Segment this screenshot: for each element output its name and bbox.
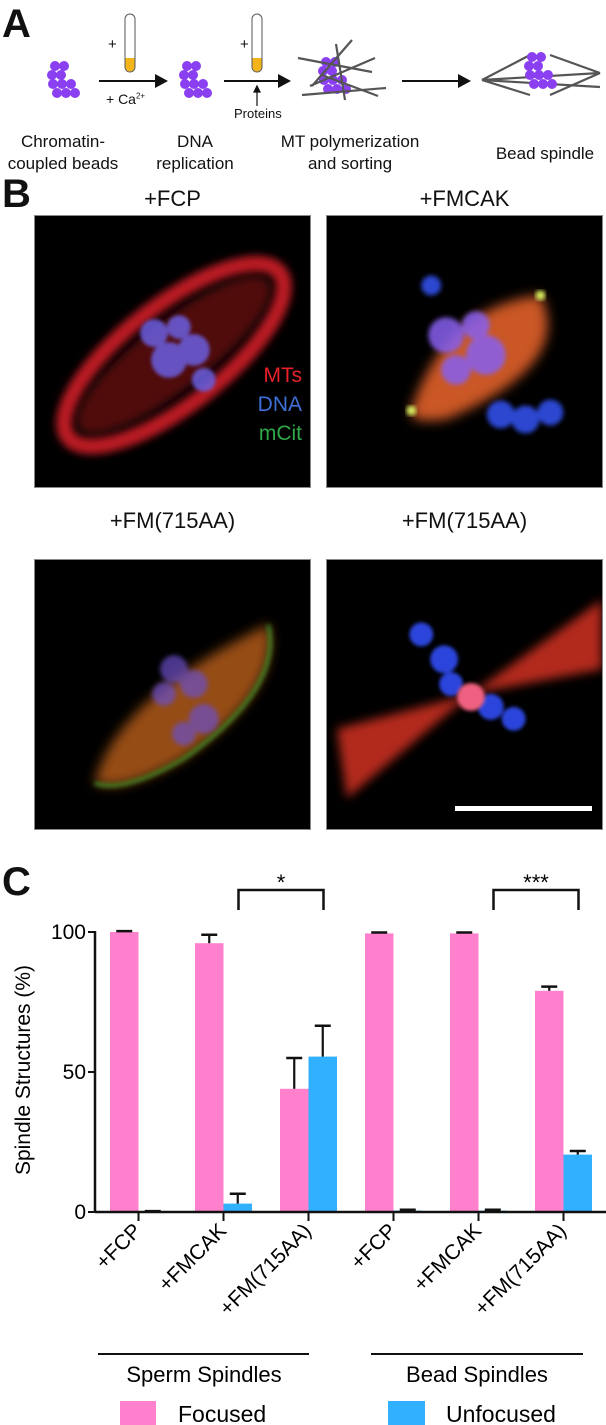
image-title-fm715aa-sperm: +FM(715AA) <box>109 508 236 533</box>
bar-focused-1 <box>195 943 224 1212</box>
legend-label-unfocused: Unfocused <box>446 1401 556 1425</box>
step-label-mt-polymerization: MT polymerization and sorting <box>280 132 420 173</box>
micrograph-fcp <box>34 215 311 488</box>
x-tick-label: +FM(715AA) <box>215 1219 316 1320</box>
bar-unfocused-1 <box>223 1203 252 1212</box>
image-title-fm715aa-bead: +FM(715AA) <box>401 508 528 533</box>
step-label-dna-replication: DNA replication <box>156 132 234 173</box>
calcium-text: + Ca <box>106 91 136 107</box>
y-axis-label: Spindle Structures (%) <box>12 965 35 1175</box>
channel-legend-mcit: mCit <box>258 422 302 445</box>
bar-focused-4 <box>450 933 479 1212</box>
plus-sign-1: + <box>108 36 117 53</box>
significance-bracket-1 <box>492 888 580 910</box>
significance-label-0: * <box>277 870 286 895</box>
legend-swatch-focused <box>120 1401 156 1425</box>
bar-focused-2 <box>280 1088 309 1212</box>
chromatin-beads-icon <box>47 61 80 98</box>
panel-b-letter: B <box>2 172 31 216</box>
x-tick-label: +FCP <box>91 1219 146 1274</box>
significance-label-1: *** <box>523 870 549 895</box>
bar-chart: * *** Spindle Structures (%) 0 50 100 +FC… <box>12 870 606 1425</box>
step-label-chromatin-beads: Chromatin-coupled beads <box>7 132 119 173</box>
micrograph-fm715aa-sperm <box>34 559 311 830</box>
group-label-bead: Bead Spindles <box>406 1362 548 1387</box>
bead-spindle-icon <box>481 52 601 97</box>
panel-a-letter: A <box>2 2 31 46</box>
calcium-label: + Ca2+ <box>106 91 145 107</box>
x-tick-label: +FMCAK <box>154 1219 231 1296</box>
step-label-bead-spindle: Bead spindle <box>495 144 595 163</box>
significance-bracket-0 <box>237 888 325 910</box>
x-tick-label: +FMCAK <box>409 1219 486 1296</box>
channel-legend-mts: MTs <box>263 364 303 387</box>
legend-swatch-unfocused <box>388 1401 425 1425</box>
proteins-label: Proteins <box>234 106 282 121</box>
channel-legend-dna: DNA <box>257 393 302 416</box>
test-tube-icon <box>124 13 136 73</box>
workflow-schematic <box>47 13 601 106</box>
y-tick-label-50: 50 <box>63 1061 86 1084</box>
image-title-fcp: +FCP <box>144 186 201 211</box>
bar-focused-3 <box>365 933 394 1212</box>
mt-polymerization-icon <box>297 39 387 101</box>
arrow-3 <box>402 74 471 88</box>
arrow-2 <box>224 74 291 88</box>
plus-sign-2: + <box>240 36 249 53</box>
calcium-superscript: 2+ <box>135 91 146 101</box>
bar-unfocused-2 <box>308 1056 337 1212</box>
bar-focused-5 <box>535 990 564 1212</box>
image-title-fmcak: +FMCAK <box>419 186 510 211</box>
bar-focused-0 <box>110 932 139 1212</box>
y-tick-label-100: 100 <box>51 921 86 944</box>
panel-c-letter: C <box>2 860 31 904</box>
replicated-beads-icon <box>179 61 212 98</box>
group-label-sperm: Sperm Spindles <box>126 1362 281 1387</box>
scale-bar <box>455 806 592 811</box>
arrow-1 <box>99 74 168 88</box>
bar-unfocused-5 <box>563 1154 592 1212</box>
y-tick-label-0: 0 <box>74 1201 86 1224</box>
legend-label-focused: Focused <box>178 1401 266 1425</box>
micrograph-fm715aa-bead <box>326 559 603 830</box>
x-tick-label: +FM(715AA) <box>470 1219 571 1320</box>
test-tube-icon <box>251 13 263 73</box>
micrograph-fmcak <box>326 215 603 488</box>
x-tick-label: +FCP <box>346 1219 401 1274</box>
proteins-arrow <box>253 84 261 106</box>
channel-legend: MTs DNA mCit <box>230 361 302 448</box>
